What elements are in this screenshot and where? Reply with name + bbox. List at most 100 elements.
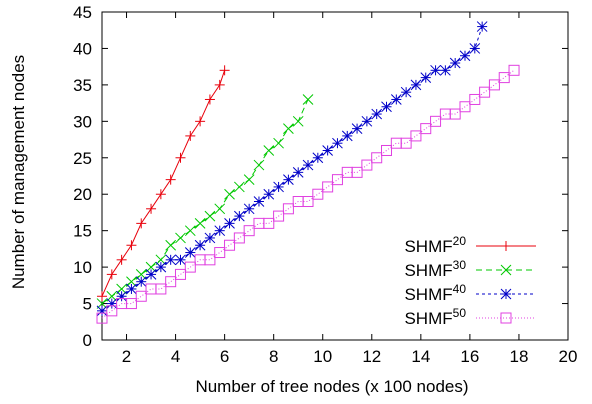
legend-swatch-marker — [500, 264, 512, 276]
data-point — [165, 174, 176, 185]
data-point — [106, 269, 117, 280]
data-point — [312, 188, 324, 200]
series-50 — [96, 64, 520, 324]
x-axis-ticks: 2 4 6 8 10 12 14 16 18 20 — [122, 12, 578, 366]
data-point — [312, 152, 324, 164]
plot-frame — [101, 11, 569, 341]
data-point — [136, 218, 147, 229]
data-point — [508, 64, 520, 76]
data-point — [381, 144, 393, 156]
x-tick-label: 10 — [313, 347, 332, 366]
y-tick-label: 15 — [73, 222, 92, 241]
data-point — [224, 239, 236, 251]
data-point — [449, 57, 461, 69]
data-point — [165, 276, 177, 288]
data-point — [273, 137, 284, 149]
data-point — [224, 218, 235, 229]
data-point — [322, 181, 334, 193]
data-point — [233, 210, 245, 222]
series-line-30 — [101, 99, 309, 305]
data-point — [498, 72, 510, 84]
y-tick-label: 25 — [73, 149, 92, 168]
y-tick-label: 0 — [83, 331, 92, 350]
data-point — [459, 101, 471, 113]
data-point — [204, 94, 215, 105]
x-tick-label: 18 — [509, 347, 528, 366]
data-point — [96, 305, 108, 317]
x-tick-label: 2 — [122, 347, 131, 366]
data-point — [214, 79, 225, 90]
data-point — [273, 181, 284, 193]
legend-label: SHMF20 — [404, 234, 466, 256]
data-point — [459, 50, 471, 62]
x-tick-label: 8 — [269, 347, 278, 366]
data-point — [322, 145, 333, 156]
series-40 — [96, 21, 488, 317]
data-point — [106, 298, 118, 309]
data-point — [145, 283, 157, 295]
data-point — [165, 254, 177, 266]
data-point — [175, 232, 186, 244]
y-axis-ticks: 0 5 10 15 20 25 30 35 40 45 — [73, 3, 568, 350]
data-point — [331, 174, 343, 186]
legend-item-50: SHMF50 — [404, 306, 536, 328]
legend-label: SHMF40 — [404, 282, 466, 304]
x-tick-label: 20 — [559, 347, 578, 366]
data-point — [204, 232, 216, 244]
x-tick-label: 16 — [460, 347, 479, 366]
x-tick-label: 12 — [362, 347, 381, 366]
data-point — [145, 269, 157, 280]
series-line-20 — [101, 70, 226, 297]
data-point — [292, 115, 304, 127]
data-point — [410, 79, 422, 91]
series-line-40 — [101, 26, 483, 312]
data-point — [410, 130, 422, 142]
data-point — [361, 115, 373, 127]
data-point — [175, 254, 186, 266]
y-tick-label: 30 — [73, 112, 92, 131]
data-point — [219, 65, 230, 76]
data-point — [125, 298, 137, 310]
data-point — [371, 152, 383, 164]
x-tick-label: 6 — [220, 347, 229, 366]
legend-item-40: SHMF40 — [404, 282, 536, 304]
data-point — [233, 181, 245, 193]
data-point — [469, 43, 481, 54]
data-point — [282, 203, 294, 215]
y-tick-label: 45 — [73, 3, 92, 22]
data-point — [214, 225, 226, 237]
data-point — [126, 240, 137, 251]
x-tick-label: 4 — [171, 347, 180, 366]
data-point — [243, 174, 255, 185]
data-point — [224, 188, 235, 200]
data-point — [175, 152, 186, 163]
series-layer — [96, 21, 520, 324]
series-30 — [96, 94, 314, 309]
data-point — [96, 312, 108, 324]
legend-swatch-marker — [500, 312, 512, 324]
data-point — [155, 283, 167, 295]
data-point — [469, 93, 481, 105]
data-point — [97, 291, 107, 302]
data-point — [146, 203, 157, 214]
data-point — [430, 115, 442, 127]
data-point — [185, 130, 196, 141]
y-tick-label: 20 — [73, 185, 92, 204]
y-tick-label: 10 — [73, 258, 92, 277]
data-point — [263, 188, 275, 200]
data-point — [184, 247, 196, 258]
data-point — [106, 305, 118, 317]
data-point — [253, 159, 265, 171]
data-point — [116, 290, 127, 302]
data-point — [302, 94, 314, 105]
data-point — [302, 196, 314, 208]
data-point — [371, 108, 383, 120]
data-point — [135, 290, 147, 302]
y-tick-label: 40 — [73, 39, 92, 58]
x-axis-label: Number of tree nodes (x 100 nodes) — [195, 377, 468, 396]
data-point — [476, 21, 488, 32]
data-point — [253, 217, 265, 229]
data-point — [194, 218, 206, 229]
